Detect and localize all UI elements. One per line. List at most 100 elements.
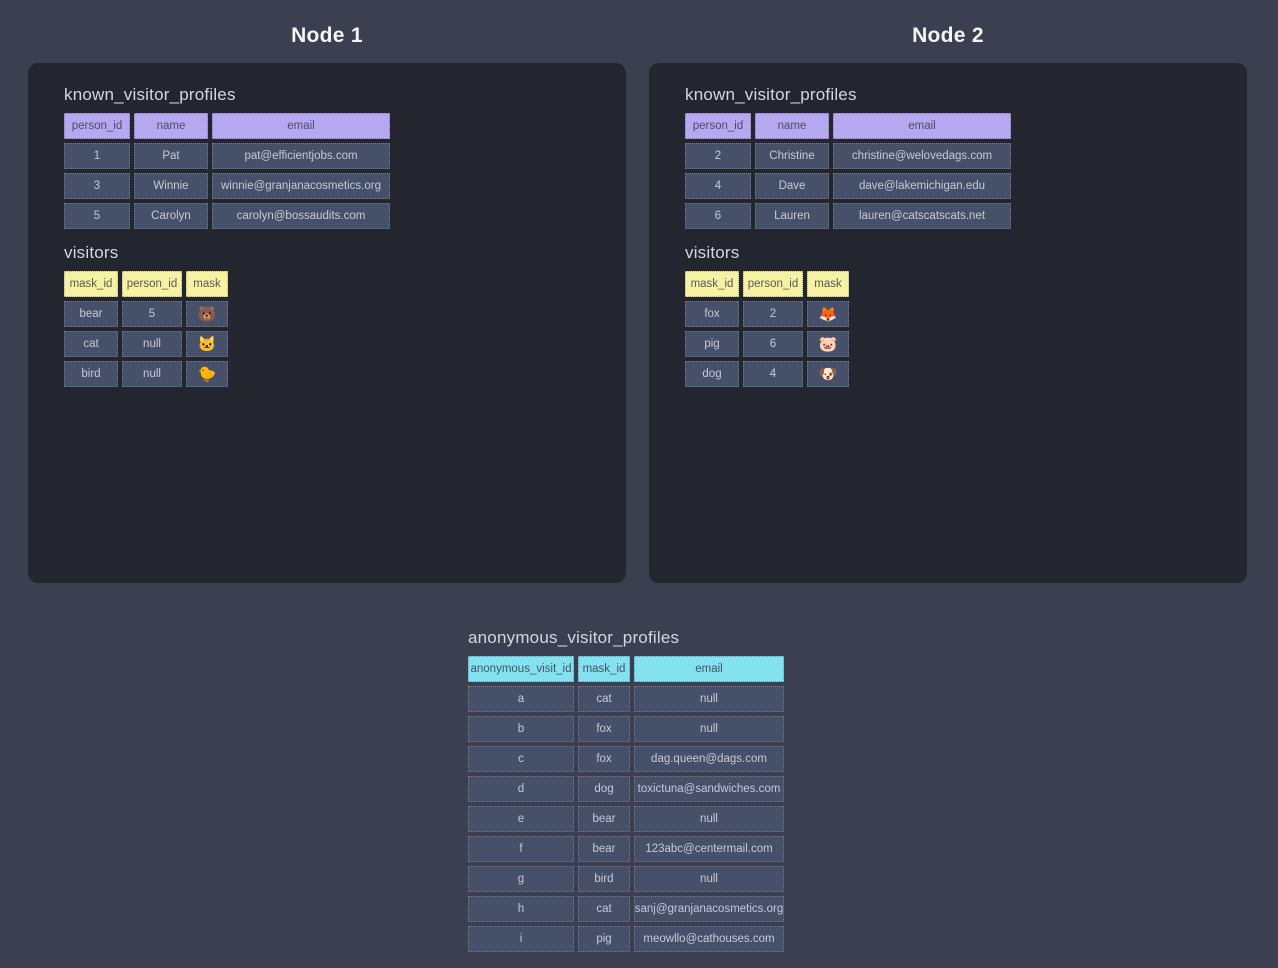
table-visitors: mask_id person_id mask fox 2 🦊 pig 6 🐷 dog 4 🐶 bbox=[685, 271, 1211, 387]
cell-name: Carolyn bbox=[134, 203, 208, 229]
cell-mask_id: bear bbox=[64, 301, 118, 327]
cell-email: null bbox=[634, 866, 784, 892]
table-header-row: mask_id person_id mask bbox=[685, 271, 1211, 297]
cell-mask_id: dog bbox=[685, 361, 739, 387]
cell-email: dag.queen@dags.com bbox=[634, 746, 784, 772]
table-header-row: person_id name email bbox=[685, 113, 1211, 139]
node-2-title: Node 2 bbox=[912, 24, 984, 47]
table-row: b fox null bbox=[468, 716, 1278, 742]
table-header-row: mask_id person_id mask bbox=[64, 271, 590, 297]
cell-mask_id: bear bbox=[578, 836, 630, 862]
column-header-mask_id: mask_id bbox=[578, 656, 630, 682]
node-1-column: Node 1 known_visitor_profiles person_id n… bbox=[28, 0, 626, 583]
column-header-mask_id: mask_id bbox=[685, 271, 739, 297]
column-header-person_id: person_id bbox=[743, 271, 803, 297]
cell-email: toxictuna@sandwiches.com bbox=[634, 776, 784, 802]
cell-mask_id: pig bbox=[578, 926, 630, 952]
column-header-email: email bbox=[833, 113, 1011, 139]
cell-anonymous_visit_id: e bbox=[468, 806, 574, 832]
cell-name: Pat bbox=[134, 143, 208, 169]
cell-email: lauren@catscatscats.net bbox=[833, 203, 1011, 229]
cell-anonymous_visit_id: a bbox=[468, 686, 574, 712]
cell-person_id: 4 bbox=[685, 173, 751, 199]
cell-anonymous_visit_id: f bbox=[468, 836, 574, 862]
table-row: 3 Winnie winnie@granjanacosmetics.org bbox=[64, 173, 590, 199]
table-known-visitor-profiles: person_id name email 2 Christine christine@we… bbox=[685, 113, 1211, 229]
column-header-person_id: person_id bbox=[685, 113, 751, 139]
table-title-visitors: visitors bbox=[685, 243, 740, 262]
cell-mask: 🐻 bbox=[186, 301, 228, 327]
table-row: fox 2 🦊 bbox=[685, 301, 1211, 327]
bottom-section: anonymous_visitor_profiles anonymous_vis… bbox=[468, 628, 1278, 952]
cell-email: null bbox=[634, 686, 784, 712]
column-header-person_id: person_id bbox=[122, 271, 182, 297]
cell-anonymous_visit_id: b bbox=[468, 716, 574, 742]
table-row: f bear 123abc@centermail.com bbox=[468, 836, 1278, 862]
cell-mask: 🐷 bbox=[807, 331, 849, 357]
cell-name: Winnie bbox=[134, 173, 208, 199]
table-header-row: anonymous_visit_id mask_id email bbox=[468, 656, 1278, 682]
table-row: 5 Carolyn carolyn@bossaudits.com bbox=[64, 203, 590, 229]
cell-email: dave@lakemichigan.edu bbox=[833, 173, 1011, 199]
cell-email: null bbox=[634, 716, 784, 742]
cell-email: meowllo@cathouses.com bbox=[634, 926, 784, 952]
cell-anonymous_visit_id: d bbox=[468, 776, 574, 802]
table-row: a cat null bbox=[468, 686, 1278, 712]
cell-anonymous_visit_id: i bbox=[468, 926, 574, 952]
cell-mask_id: pig bbox=[685, 331, 739, 357]
table-row: g bird null bbox=[468, 866, 1278, 892]
table-row: bear 5 🐻 bbox=[64, 301, 590, 327]
node-2-column: Node 2 known_visitor_profiles person_id n… bbox=[649, 0, 1247, 583]
table-row: d dog toxictuna@sandwiches.com bbox=[468, 776, 1278, 802]
cell-mask: 🦊 bbox=[807, 301, 849, 327]
table-row: h cat sanj@granjanacosmetics.org bbox=[468, 896, 1278, 922]
table-header-row: person_id name email bbox=[64, 113, 590, 139]
column-header-email: email bbox=[212, 113, 390, 139]
cell-mask_id: dog bbox=[578, 776, 630, 802]
cell-name: Lauren bbox=[755, 203, 829, 229]
cell-mask_id: bear bbox=[578, 806, 630, 832]
table-title-known-visitor-profiles: known_visitor_profiles bbox=[64, 85, 236, 104]
cell-email: carolyn@bossaudits.com bbox=[212, 203, 390, 229]
table-anonymous-visitor-profiles: anonymous_visit_id mask_id email a cat null b f… bbox=[468, 656, 1278, 952]
table-row: e bear null bbox=[468, 806, 1278, 832]
cell-email: null bbox=[634, 806, 784, 832]
cell-person_id: 5 bbox=[64, 203, 130, 229]
column-header-mask_id: mask_id bbox=[64, 271, 118, 297]
cell-anonymous_visit_id: c bbox=[468, 746, 574, 772]
cell-name: Dave bbox=[755, 173, 829, 199]
cell-mask_id: fox bbox=[685, 301, 739, 327]
cell-mask: 🐱 bbox=[186, 331, 228, 357]
cell-mask: 🐤 bbox=[186, 361, 228, 387]
table-row: pig 6 🐷 bbox=[685, 331, 1211, 357]
cell-person_id: 2 bbox=[685, 143, 751, 169]
table-row: i pig meowllo@cathouses.com bbox=[468, 926, 1278, 952]
cell-anonymous_visit_id: h bbox=[468, 896, 574, 922]
cell-mask_id: cat bbox=[64, 331, 118, 357]
cell-person_id: 5 bbox=[122, 301, 182, 327]
table-known-visitor-profiles: person_id name email 1 Pat pat@efficientjobs.… bbox=[64, 113, 590, 229]
column-header-name: name bbox=[134, 113, 208, 139]
table-row: cat null 🐱 bbox=[64, 331, 590, 357]
cell-email: 123abc@centermail.com bbox=[634, 836, 784, 862]
cell-person_id: 2 bbox=[743, 301, 803, 327]
cell-person_id: 1 bbox=[64, 143, 130, 169]
cell-mask_id: fox bbox=[578, 716, 630, 742]
column-header-email: email bbox=[634, 656, 784, 682]
cell-email: pat@efficientjobs.com bbox=[212, 143, 390, 169]
table-visitors: mask_id person_id mask bear 5 🐻 cat null 🐱 bird nu… bbox=[64, 271, 590, 387]
node-1-title: Node 1 bbox=[291, 24, 363, 47]
cell-mask_id: cat bbox=[578, 896, 630, 922]
table-row: 1 Pat pat@efficientjobs.com bbox=[64, 143, 590, 169]
cell-person_id: 4 bbox=[743, 361, 803, 387]
column-header-name: name bbox=[755, 113, 829, 139]
nodes-row: Node 1 known_visitor_profiles person_id n… bbox=[28, 0, 1247, 583]
cell-person_id: 3 bbox=[64, 173, 130, 199]
column-header-person_id: person_id bbox=[64, 113, 130, 139]
cell-mask_id: bird bbox=[578, 866, 630, 892]
column-header-mask: mask bbox=[807, 271, 849, 297]
cell-mask_id: fox bbox=[578, 746, 630, 772]
cell-email: sanj@granjanacosmetics.org bbox=[634, 896, 784, 922]
node-2-panel: known_visitor_profiles person_id name emai… bbox=[649, 63, 1247, 583]
table-title-visitors: visitors bbox=[64, 243, 119, 262]
